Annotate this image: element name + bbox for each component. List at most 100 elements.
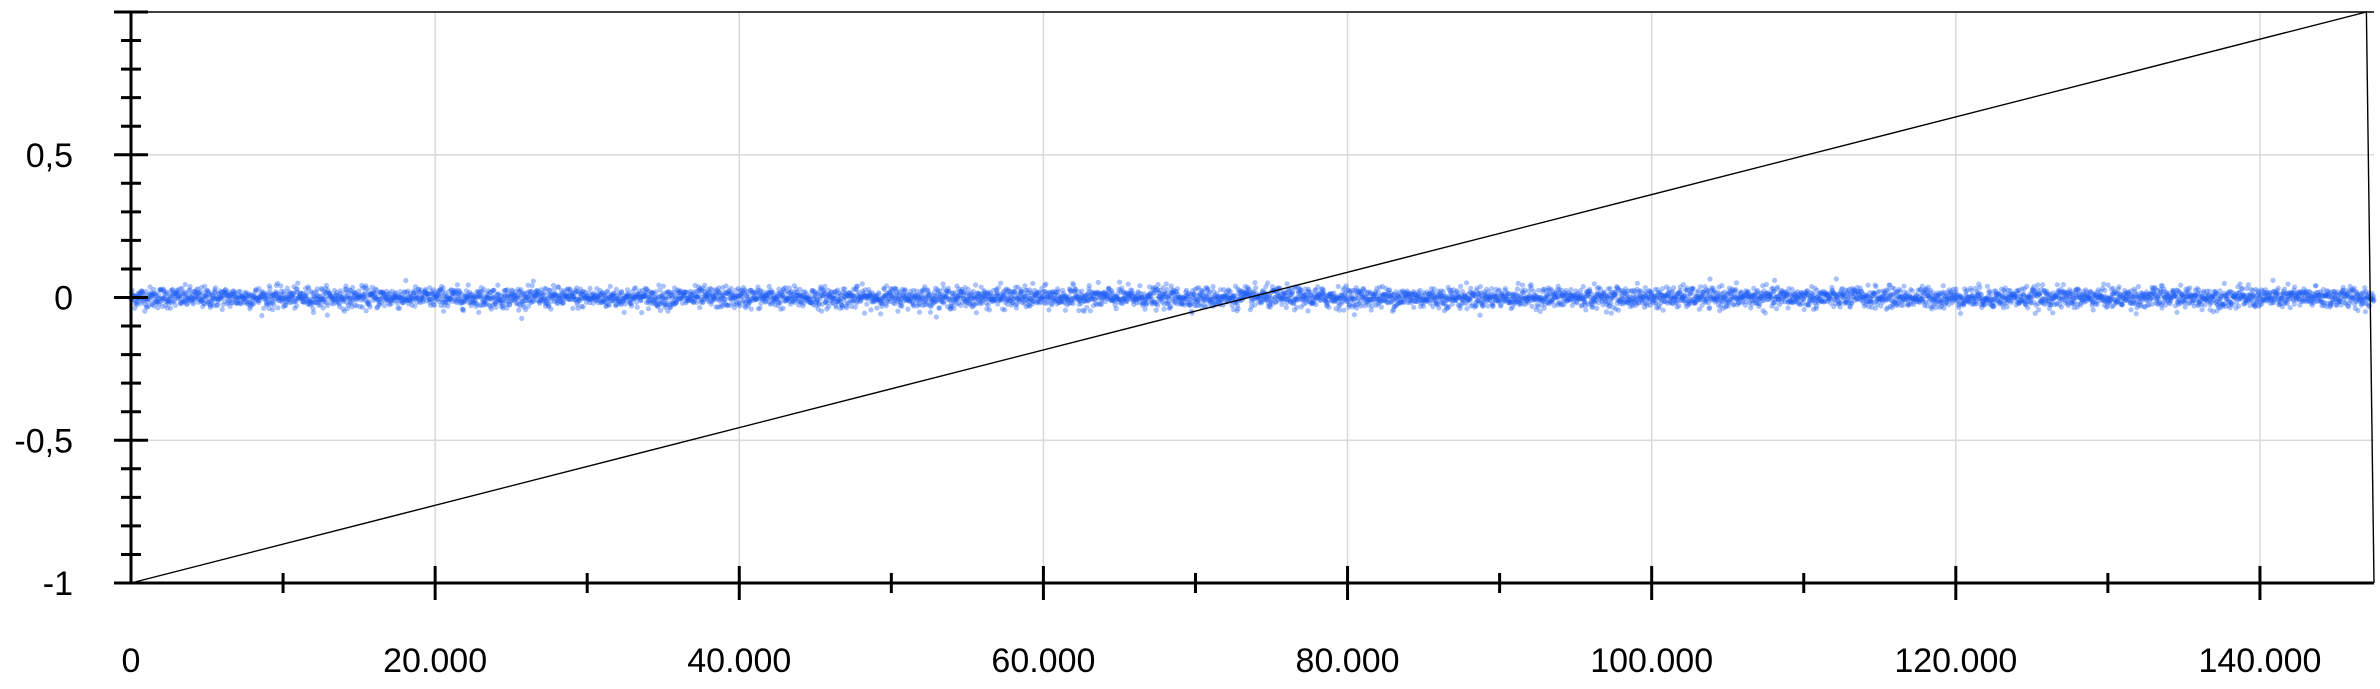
scatter-point [165,298,171,304]
scatter-point [1030,280,1036,286]
scatter-point [221,291,227,298]
scatter-point [215,290,222,297]
scatter-point [341,297,347,303]
scatter-point [134,299,140,305]
scatter-point [288,299,294,305]
scatter-point [1336,307,1342,313]
scatter-point [337,304,343,310]
scatter-point [364,299,370,305]
scatter-point [407,294,413,300]
scatter-point [187,297,193,303]
scatter-point [354,296,360,302]
scatter-point [414,295,420,301]
scatter-point [1043,281,1049,287]
scatter-point [315,300,321,306]
scatter-point [322,299,328,305]
scatter-point [328,293,334,300]
scatter-point [389,288,395,294]
scatter-point [251,295,257,301]
scatter-point [168,305,174,311]
scatter-point [356,288,362,294]
scatter-point [314,296,320,302]
scatter-points [128,276,2377,321]
scatter-point [234,300,240,306]
scatter-point [381,292,387,298]
scatter-point [343,290,349,296]
scatter-point [417,299,423,306]
scatter-point [324,312,330,318]
scatter-point [401,299,407,305]
scatter-point [298,295,304,301]
scatter-point [443,296,449,302]
scatter-point [1137,283,1143,289]
scatter-point [365,301,371,307]
scatter-point [409,295,416,302]
scatter-point [340,299,346,305]
scatter-point [380,290,386,296]
scatter-point [384,294,390,300]
scatter-point [495,282,501,288]
scatter-point [223,290,229,297]
scatter-point [207,304,213,310]
scatter-point [404,298,410,304]
scatter-point [175,296,182,302]
scatter-point [350,296,356,302]
scatter-point [224,301,230,307]
scatter-point [312,299,318,305]
scatter-point [426,296,432,302]
scatter-point [357,293,363,299]
scatter-point [360,285,366,291]
scatter-point [431,294,437,300]
scatter-point [290,290,296,296]
scatter-point [273,289,279,295]
scatter-point [287,295,293,301]
scatter-point [237,288,243,294]
scatter-point [202,292,208,298]
scatter-point [393,295,400,301]
scatter-point [167,299,173,305]
scatter-point [313,289,320,295]
scatter-point [203,293,209,299]
scatter-point [208,302,214,308]
scatter-point [1580,284,1586,290]
scatter-point [171,298,177,304]
scatter-point [278,295,284,301]
scatter-point [196,295,202,301]
scatter-point [190,297,196,303]
scatter-point [388,297,394,303]
scatter-point [223,287,229,293]
scatter-point [435,296,441,302]
scatter-point [319,292,325,298]
scatter-point [1335,283,1341,290]
scatter-point [261,305,267,311]
scatter-point [213,294,219,300]
scatter-point [311,293,317,299]
scatter-point [519,315,525,321]
scatter-point [465,282,471,288]
scatter-point [1022,283,1028,289]
scatter-point [169,299,175,306]
scatter-point [1464,280,1470,286]
scatter-point [587,285,593,291]
scatter-point [353,297,359,303]
scatter-point [171,291,177,297]
scatter-point [162,291,168,297]
scatter-point [933,314,940,320]
scatter-point [156,296,162,302]
scatter-point [402,293,408,300]
scatter-point [380,294,386,300]
scatter-point [361,291,367,297]
scatter-point [164,305,170,311]
scatter-point [275,295,281,301]
scatter-point [252,294,258,300]
scatter-point [231,292,237,298]
scatter-point [415,286,422,292]
scatter-point [634,304,640,310]
scatter-point [306,297,312,303]
scatter-point [352,302,358,308]
scatter-point [423,286,429,292]
scatter-point [143,288,149,295]
scatter-point [355,294,361,300]
scatter-point [187,287,193,293]
